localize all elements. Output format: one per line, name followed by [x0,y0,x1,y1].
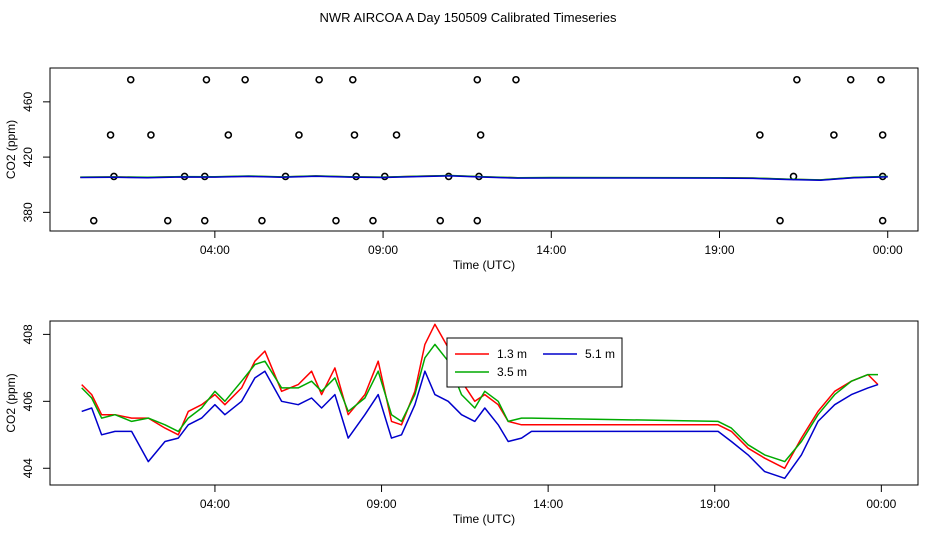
standard-point [147,131,155,139]
x-tick-label: 14:00 [536,243,566,257]
x-axis-label: Time (UTC) [453,258,515,272]
standard-point [877,75,885,84]
standard-point [476,131,485,139]
y-tick-label: 406 [21,391,35,411]
standard-point [241,75,249,84]
plot-frame [49,67,919,232]
x-tick-label: 09:00 [368,243,398,257]
top-panel: 04:00 09:00 14:00 19:00 00:00 380 420 460 Time (… [4,67,919,272]
series-line-3-5-m [81,343,878,463]
x-tick-label: 14:00 [533,497,563,511]
standard-point [473,75,482,84]
y-tick-label: 404 [21,458,35,478]
x-tick-label: 00:00 [873,243,903,257]
standard-point [89,216,98,225]
standard-point [369,216,377,225]
legend-label-1-3-m: 1.3 m [497,347,527,361]
legend: 1.3 m 3.5 m 5.1 m [446,337,623,388]
x-tick-label: 19:00 [700,497,730,511]
standard-point [295,131,303,139]
standard-point [830,131,838,139]
y-axis-label: CO2 (ppm) [4,120,18,179]
series-line-5-1-m [81,370,879,480]
x-tick-label: 19:00 [704,243,734,257]
standard-point [878,216,887,225]
standard-point [106,131,115,139]
y-axis-label: CO2 (ppm) [4,373,18,432]
x-tick-label: 09:00 [367,497,397,511]
standard-point [512,75,520,84]
standard-point [392,131,401,139]
standard-point [202,75,211,84]
bottom-panel: 04:00 09:00 14:00 19:00 00:00 404 406 408 Time (… [4,320,919,526]
x-tick-label: 00:00 [866,497,896,511]
x-tick-label: 04:00 [200,243,230,257]
standard-point [348,75,357,84]
standard-point [315,75,323,84]
x-tick-label: 04:00 [200,497,230,511]
standard-point [332,216,340,225]
standard-point [846,75,855,84]
standard-point [163,216,172,225]
standard-point [756,131,764,139]
series-line-5-1-m [80,175,888,182]
y-tick-label: 408 [21,324,35,344]
standard-point [473,216,482,225]
legend-box [446,337,623,388]
chart-title: NWR AIRCOA A Day 150509 Calibrated Times… [320,10,617,25]
standard-point [793,75,801,84]
series-line-1-3-m [81,323,879,470]
standard-point [224,131,233,139]
standard-point [200,216,209,225]
legend-label-5-1-m: 5.1 m [585,347,615,361]
y-tick-label: 420 [21,147,35,167]
standard-point [350,131,359,139]
standard-point [776,216,784,225]
y-tick-label: 380 [21,202,35,222]
standard-point [878,131,887,139]
y-tick-label: 460 [21,92,35,112]
standard-point [436,216,445,225]
standard-point [126,75,135,84]
legend-label-3-5-m: 3.5 m [497,365,527,379]
standard-point [258,216,266,225]
plot-frame [49,320,919,486]
x-axis-label: Time (UTC) [453,512,515,526]
